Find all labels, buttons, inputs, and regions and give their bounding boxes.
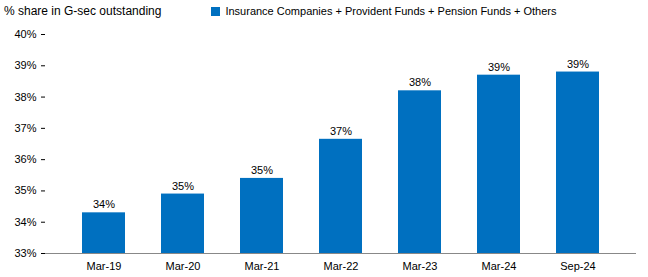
svg-text:Mar-22: Mar-22	[324, 260, 359, 272]
svg-text:40%: 40%	[14, 28, 36, 40]
svg-text:Sep-24: Sep-24	[560, 260, 595, 272]
svg-text:39%: 39%	[488, 61, 510, 73]
svg-text:39%: 39%	[567, 58, 589, 70]
svg-text:35%: 35%	[172, 180, 194, 192]
html-text:Insurance Companies + Providen: Insurance Companies + Provident Funds + …	[225, 5, 557, 17]
svg-text:33%: 33%	[14, 247, 36, 259]
svg-text:37%: 37%	[14, 122, 36, 134]
svg-text:35%: 35%	[251, 164, 273, 176]
svg-text:Mar-24: Mar-24	[482, 260, 517, 272]
svg-text:38%: 38%	[409, 76, 431, 88]
svg-text:34%: 34%	[93, 198, 115, 210]
svg-text:Mar-20: Mar-20	[166, 260, 201, 272]
html-text:% share in G-sec outstanding: % share in G-sec outstanding	[4, 4, 162, 18]
svg-text:34%: 34%	[14, 216, 36, 228]
svg-text:39%: 39%	[14, 59, 36, 71]
svg-text:Mar-19: Mar-19	[87, 260, 122, 272]
svg-text:38%: 38%	[14, 91, 36, 103]
svg-text:35%: 35%	[14, 184, 36, 196]
svg-text:37%: 37%	[330, 125, 352, 137]
svg-text:Mar-23: Mar-23	[403, 260, 438, 272]
svg-text:36%: 36%	[14, 153, 36, 165]
svg-text:Mar-21: Mar-21	[245, 260, 280, 272]
